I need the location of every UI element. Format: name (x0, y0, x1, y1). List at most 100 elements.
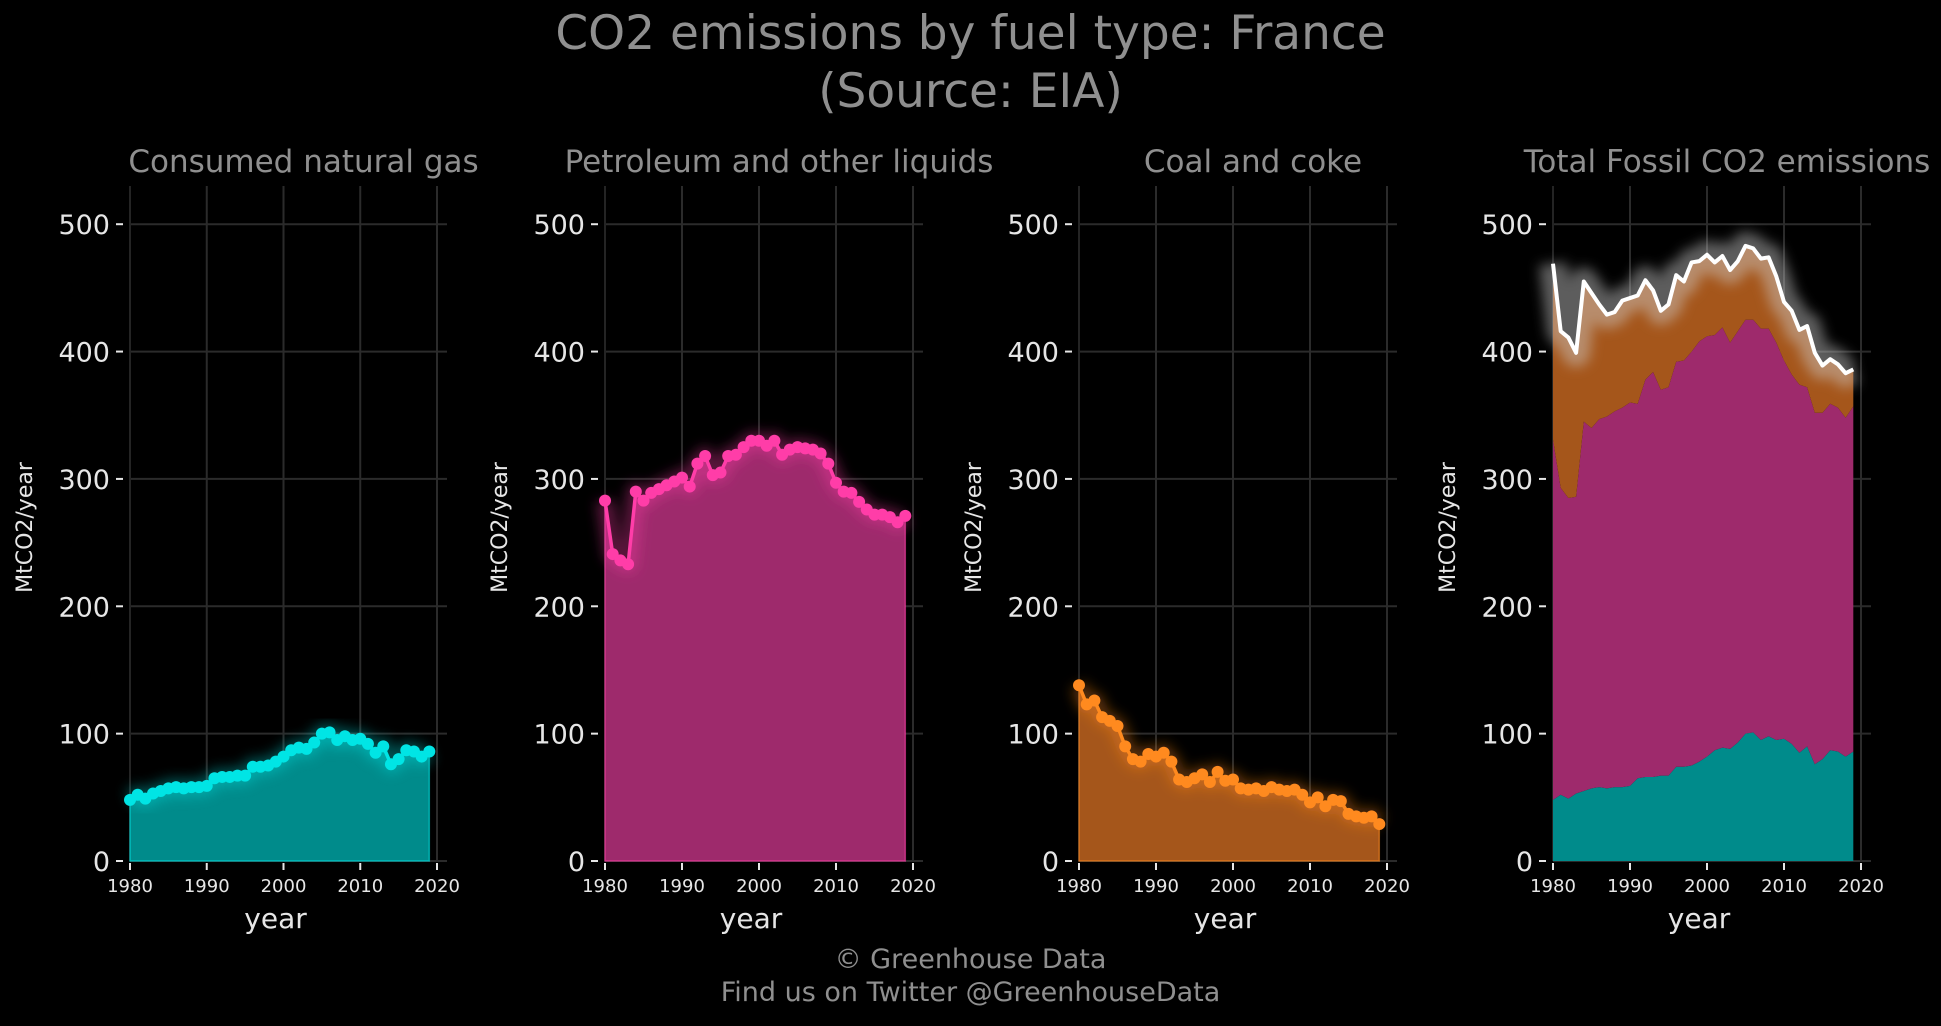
coal-point (1227, 773, 1239, 786)
chart-subtitle: (Source: EIA) (818, 64, 1123, 119)
petroleum-point (683, 480, 696, 493)
gas-point (323, 726, 336, 739)
x-axis-label: year (1668, 902, 1731, 935)
petroleum-point (622, 558, 635, 571)
coal-point (1311, 791, 1324, 804)
y-tick-label: 400 (1481, 338, 1533, 369)
y-tick-label: 500 (58, 210, 110, 241)
gas-point (423, 745, 436, 758)
y-tick-label: 100 (1481, 720, 1533, 751)
panel-title: Petroleum and other liquids (565, 144, 994, 180)
x-tick-label: 1990 (1133, 876, 1179, 897)
y-tick-label: 200 (58, 592, 110, 623)
petroleum-point (814, 447, 827, 460)
y-axis-label: MtCO2/year (1436, 461, 1461, 593)
panel-title: Consumed natural gas (128, 144, 478, 180)
footer-copyright: © Greenhouse Data (834, 944, 1107, 975)
x-tick-label: 2010 (1761, 876, 1807, 897)
y-axis-label: MtCO2/year (13, 461, 38, 593)
x-tick-label: 2000 (736, 876, 782, 897)
y-tick-label: 0 (568, 847, 585, 878)
x-tick-label: 2000 (1684, 876, 1730, 897)
y-tick-label: 400 (58, 338, 110, 369)
petroleum-stack-area (1553, 319, 1854, 800)
y-tick-label: 500 (1481, 210, 1533, 241)
coal-point (1203, 776, 1216, 789)
panel-2: 0 100 200 300 400 500 1980 1990 2000 2010 2020 year… (488, 144, 993, 935)
gas-stack-area (1553, 732, 1854, 861)
x-tick-label: 2020 (890, 876, 936, 897)
y-tick-label: 300 (533, 465, 585, 496)
y-tick-label: 400 (533, 338, 585, 369)
gas-point (392, 753, 405, 766)
coal-point (1373, 818, 1386, 831)
coal-point (1196, 768, 1209, 781)
coal-point (1165, 755, 1178, 768)
x-axis-label: year (720, 902, 783, 935)
coal-point (1365, 810, 1378, 823)
petroleum-point (768, 434, 781, 447)
gas-point (377, 740, 390, 753)
x-tick-label: 1980 (1530, 876, 1576, 897)
y-axis-label: MtCO2/year (962, 461, 987, 593)
y-tick-label: 200 (533, 592, 585, 623)
petroleum-point (599, 494, 611, 507)
coal-point (1334, 795, 1347, 808)
x-tick-label: 2020 (1364, 876, 1410, 897)
petroleum-point (714, 466, 727, 479)
y-axis-label: MtCO2/year (488, 461, 513, 593)
x-tick-label: 2020 (1838, 876, 1884, 897)
y-tick-label: 100 (533, 720, 585, 751)
petroleum-point (691, 457, 704, 470)
y-tick-label: 100 (1007, 720, 1059, 751)
x-tick-label: 2010 (813, 876, 859, 897)
y-tick-label: 400 (1007, 338, 1059, 369)
x-axis-label: year (1194, 902, 1257, 935)
panel-title: Total Fossil CO2 emissions (1523, 144, 1931, 180)
y-tick-label: 200 (1481, 592, 1533, 623)
x-tick-label: 1980 (107, 876, 153, 897)
coal-point (1119, 740, 1132, 753)
petroleum-point (629, 485, 642, 498)
petroleum-point (845, 486, 858, 499)
coal-point (1211, 765, 1224, 778)
y-tick-label: 500 (1007, 210, 1059, 241)
chart-title: CO2 emissions by fuel type: France (555, 6, 1386, 61)
petroleum-point (853, 495, 866, 508)
total-line (1551, 243, 1855, 376)
petroleum-point (729, 448, 742, 461)
y-tick-label: 300 (58, 465, 110, 496)
petroleum-point (676, 471, 688, 484)
x-tick-label: 2000 (1210, 876, 1256, 897)
x-tick-label: 2000 (261, 876, 307, 897)
y-tick-label: 0 (93, 847, 110, 878)
coal-point (1134, 755, 1147, 768)
panel-1: 0 100 200 300 400 500 1980 1990 2000 2010 2020 year… (13, 144, 479, 935)
petroleum-point (637, 494, 650, 507)
petroleum-point (899, 509, 912, 522)
x-tick-label: 2010 (337, 876, 383, 897)
coal-point (1296, 788, 1309, 801)
y-tick-label: 300 (1007, 465, 1059, 496)
y-tick-label: 300 (1481, 465, 1533, 496)
x-tick-label: 2010 (1287, 876, 1333, 897)
petroleum-point (699, 450, 712, 462)
y-tick-label: 0 (1516, 847, 1533, 878)
gas-point (308, 736, 321, 749)
y-tick-label: 200 (1007, 592, 1059, 623)
y-tick-label: 0 (1042, 847, 1059, 878)
x-tick-label: 1990 (659, 876, 705, 897)
gas-point (200, 779, 213, 792)
panel-title: Coal and coke (1144, 144, 1362, 180)
y-tick-label: 100 (58, 720, 110, 751)
coal-point (1111, 720, 1124, 732)
x-axis-label: year (244, 902, 307, 935)
x-tick-label: 1990 (1607, 876, 1653, 897)
coal-point (1088, 694, 1101, 707)
x-tick-label: 1980 (1056, 876, 1102, 897)
panel-3: 0 100 200 300 400 500 1980 1990 2000 2010 2020 year… (962, 144, 1410, 935)
petroleum-point (822, 457, 835, 470)
x-tick-label: 1980 (582, 876, 628, 897)
gas-point (239, 769, 252, 782)
